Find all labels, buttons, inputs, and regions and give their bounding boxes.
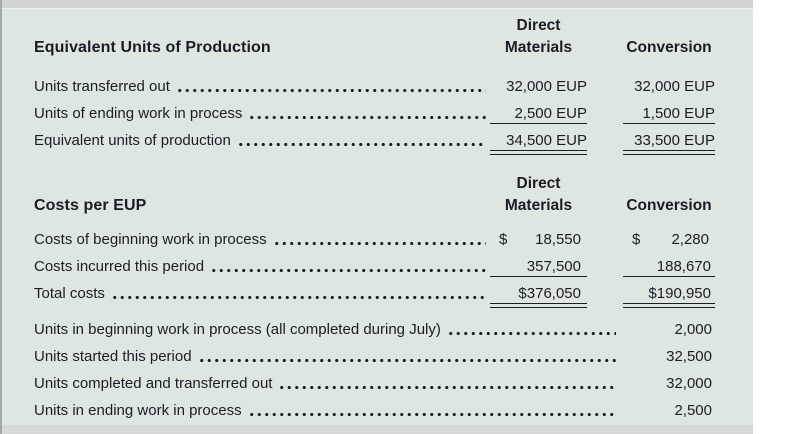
direct-materials-total: 34,500 EUP: [490, 130, 587, 155]
direct-materials-value: 2,500 EUP: [490, 103, 587, 124]
conversion-value: 188,670: [623, 256, 715, 277]
table-row-total-costs: Total costs $376,050 $190,950: [34, 283, 715, 310]
column-header-line2: Costs per EUP Materials Conversion: [34, 195, 715, 217]
row-label: Units of ending work in process: [34, 105, 243, 122]
exhibit-sheet: Direct Equivalent Units of Production Ma…: [0, 0, 753, 434]
units-value: 32,000: [666, 375, 712, 392]
row-label: Units transferred out: [34, 78, 170, 95]
dot-leader: [277, 373, 616, 394]
section-title-costs-per-eup: Costs per EUP: [34, 197, 147, 214]
direct-materials-header-line1: Direct: [516, 175, 561, 192]
conversion-value: 1,500 EUP: [623, 103, 715, 124]
table-row-units-beginning-wip: Units in beginning work in process (all …: [34, 319, 712, 346]
currency-symbol: $: [499, 231, 508, 248]
direct-materials-value: $ 18,550: [499, 231, 581, 248]
dot-leader: [246, 400, 616, 421]
table-row-units-completed: Units completed and transferred out 32,0…: [34, 373, 712, 400]
table-row-units-started: Units started this period 32,500: [34, 346, 712, 373]
direct-materials-value: 357,500: [490, 256, 587, 277]
section-title-equivalent-units: Equivalent Units of Production: [34, 39, 271, 56]
direct-materials-total: $376,050: [490, 283, 587, 308]
row-label: Units completed and transferred out: [34, 375, 273, 392]
units-value: 2,000: [674, 321, 712, 338]
direct-materials-header-line1: Direct: [516, 17, 561, 34]
units-value: 2,500: [674, 402, 712, 419]
column-header-line2: Equivalent Units of Production Materials…: [34, 37, 715, 59]
conversion-value: 32,000 EUP: [634, 78, 715, 95]
currency-symbol: $: [632, 231, 641, 248]
table-row-units-ending: Units in ending work in process 2,500: [34, 400, 712, 427]
conversion-header: Conversion: [626, 197, 712, 214]
dot-leader: [271, 229, 486, 250]
dot-leader: [235, 130, 486, 151]
column-header-line1: Direct: [34, 15, 715, 37]
dot-leader: [209, 256, 486, 277]
row-label: Units in beginning work in process (all …: [34, 321, 441, 338]
dot-leader: [445, 319, 616, 340]
section-costs-per-eup: Direct Costs per EUP Materials Conversio…: [2, 173, 753, 310]
section-equivalent-units: Direct Equivalent Units of Production Ma…: [2, 15, 753, 157]
row-label: Costs incurred this period: [34, 258, 205, 275]
table-row-units-ending-wip: Units of ending work in process 2,500 EU…: [34, 103, 715, 130]
dot-leader: [196, 346, 616, 367]
row-label: Equivalent units of production: [34, 132, 231, 149]
direct-materials-value: 32,000 EUP: [506, 78, 587, 95]
direct-materials-header-line2: Materials: [504, 197, 573, 214]
table-row-units-transferred-out: Units transferred out 32,000 EUP 32,000 …: [34, 76, 715, 103]
row-label: Units in ending work in process: [34, 402, 242, 419]
row-label: Costs of beginning work in process: [34, 231, 267, 248]
dot-leader: [174, 76, 486, 97]
section-units-summary: Units in beginning work in process (all …: [2, 319, 753, 427]
bottom-strip: [2, 425, 753, 434]
conversion-value: $ 2,280: [632, 231, 709, 248]
row-label: Total costs: [34, 285, 105, 302]
table-row-costs-beginning-wip: Costs of beginning work in process $ 18,…: [34, 229, 715, 256]
dot-leader: [247, 103, 486, 124]
column-header-line1: Direct: [34, 173, 715, 195]
top-strip: [2, 0, 753, 9]
conversion-header: Conversion: [626, 39, 712, 56]
table-row-costs-incurred: Costs incurred this period 357,500 188,6…: [34, 256, 715, 283]
production-cost-panel: Direct Equivalent Units of Production Ma…: [2, 9, 753, 425]
conversion-total: $190,950: [623, 283, 715, 308]
row-label: Units started this period: [34, 348, 192, 365]
units-value: 32,500: [666, 348, 712, 365]
dot-leader: [109, 283, 486, 304]
direct-materials-header-line2: Materials: [504, 39, 573, 56]
conversion-total: 33,500 EUP: [623, 130, 715, 155]
table-row-equivalent-units-total: Equivalent units of production 34,500 EU…: [34, 130, 715, 157]
